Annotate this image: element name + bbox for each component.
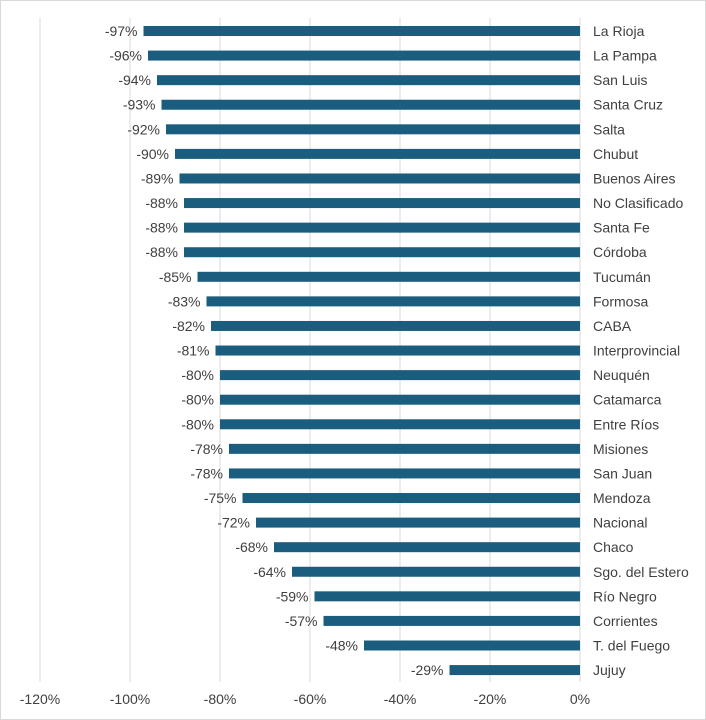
category-label: Neuquén	[593, 367, 650, 383]
category-label: Interprovincial	[593, 343, 680, 359]
category-label: Chaco	[593, 539, 634, 555]
category-label: Salta	[593, 121, 625, 137]
bar	[161, 99, 580, 110]
bar	[274, 542, 580, 553]
value-label: -88%	[145, 220, 178, 236]
value-label: -29%	[411, 662, 444, 678]
bar	[364, 640, 580, 651]
bar	[229, 443, 580, 454]
bar	[148, 50, 580, 61]
category-label: Catamarca	[593, 392, 662, 408]
category-label: Sgo. del Estero	[593, 564, 689, 580]
value-label: -68%	[235, 539, 268, 555]
value-label: -75%	[204, 490, 237, 506]
category-label: CABA	[593, 318, 632, 334]
bar	[323, 615, 580, 626]
category-label: Córdoba	[593, 244, 647, 260]
bar	[229, 468, 580, 479]
bar	[143, 26, 580, 36]
bar	[242, 493, 580, 504]
category-label: Nacional	[593, 515, 647, 531]
category-label: T. del Fuego	[593, 638, 670, 654]
value-label: -80%	[181, 392, 214, 408]
category-label: Corrientes	[593, 613, 658, 629]
bars	[143, 26, 580, 676]
bar	[215, 345, 580, 356]
value-label: -93%	[123, 97, 156, 113]
category-label: Jujuy	[593, 662, 626, 678]
value-label: -90%	[136, 146, 169, 162]
x-tick-label: -120%	[20, 691, 60, 707]
value-label: -92%	[127, 121, 160, 137]
value-label: -59%	[276, 588, 309, 604]
bar	[166, 124, 580, 135]
value-label: -80%	[181, 367, 214, 383]
value-label: -94%	[118, 72, 151, 88]
category-label: San Luis	[593, 72, 647, 88]
value-labels: -97% -96% -94% -93% -92% -90% -89% -88% -88% -88%…	[105, 23, 444, 678]
bar	[256, 517, 580, 528]
bar	[292, 566, 580, 577]
value-label: -89%	[141, 170, 174, 186]
category-label: La Pampa	[593, 48, 657, 64]
bar	[175, 148, 580, 159]
category-labels: La Rioja La Pampa San Luis Santa Cruz Salta C…	[593, 23, 689, 678]
bar	[184, 198, 580, 209]
value-label: -83%	[168, 293, 201, 309]
category-label: Río Negro	[593, 588, 657, 604]
bar	[197, 271, 580, 282]
category-label: No Clasificado	[593, 195, 683, 211]
category-label: Santa Fe	[593, 220, 650, 236]
value-label: -48%	[325, 638, 358, 654]
category-label: Tucumán	[593, 269, 651, 285]
bar	[179, 173, 580, 184]
bar	[184, 222, 580, 233]
value-label: -64%	[253, 564, 286, 580]
category-label: Misiones	[593, 441, 648, 457]
value-label: -72%	[217, 515, 250, 531]
category-label: Formosa	[593, 293, 648, 309]
value-label: -78%	[190, 441, 223, 457]
value-label: -88%	[145, 195, 178, 211]
x-tick-label: 0%	[570, 691, 590, 707]
value-label: -88%	[145, 244, 178, 260]
value-label: -81%	[177, 343, 210, 359]
x-axis-ticks: -120% -100% -80% -60% -40% -20% 0%	[20, 691, 590, 707]
bar	[157, 75, 580, 86]
category-label: Mendoza	[593, 490, 651, 506]
bar	[211, 320, 580, 331]
category-label: Chubut	[593, 146, 638, 162]
value-label: -85%	[159, 269, 192, 285]
x-tick-label: -100%	[110, 691, 150, 707]
x-tick-label: -40%	[384, 691, 417, 707]
bar	[206, 296, 580, 307]
value-label: -78%	[190, 465, 223, 481]
value-label: -80%	[181, 416, 214, 432]
x-tick-label: -80%	[204, 691, 237, 707]
category-label: San Juan	[593, 465, 652, 481]
value-label: -96%	[109, 48, 142, 64]
bar	[220, 370, 580, 381]
category-label: Santa Cruz	[593, 97, 663, 113]
bar	[314, 591, 580, 602]
category-label: Buenos Aires	[593, 170, 676, 186]
value-label: -97%	[105, 23, 138, 39]
bar	[449, 665, 580, 676]
category-label: La Rioja	[593, 23, 645, 39]
x-tick-label: -20%	[474, 691, 507, 707]
category-label: Entre Ríos	[593, 416, 659, 432]
value-label: -57%	[285, 613, 318, 629]
bar	[220, 419, 580, 430]
bar	[184, 247, 580, 258]
x-tick-label: -60%	[294, 691, 327, 707]
value-label: -82%	[172, 318, 205, 334]
bar	[220, 394, 580, 405]
